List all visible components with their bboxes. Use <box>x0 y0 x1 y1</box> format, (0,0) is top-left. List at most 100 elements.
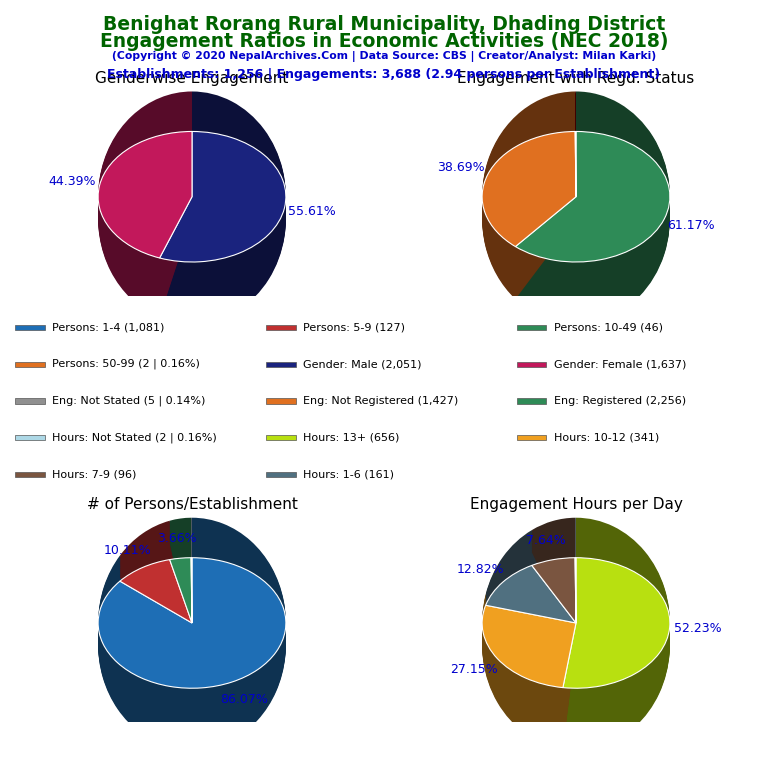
Wedge shape <box>120 531 192 634</box>
Wedge shape <box>515 102 670 313</box>
Wedge shape <box>98 100 192 303</box>
Wedge shape <box>170 518 192 623</box>
Wedge shape <box>575 520 576 625</box>
Wedge shape <box>120 525 192 627</box>
Wedge shape <box>191 529 192 634</box>
Wedge shape <box>575 521 576 627</box>
Wedge shape <box>575 98 576 203</box>
Text: Gender: Male (2,051): Gender: Male (2,051) <box>303 359 422 369</box>
Wedge shape <box>191 558 192 623</box>
Wedge shape <box>482 617 576 750</box>
Wedge shape <box>191 535 192 641</box>
Wedge shape <box>98 531 286 741</box>
Wedge shape <box>160 131 286 262</box>
Wedge shape <box>98 519 286 730</box>
Wedge shape <box>160 94 286 304</box>
Wedge shape <box>563 531 670 742</box>
Wedge shape <box>98 111 192 315</box>
Wedge shape <box>191 534 192 639</box>
Wedge shape <box>531 535 576 641</box>
Wedge shape <box>191 521 192 627</box>
Wedge shape <box>98 534 286 744</box>
Wedge shape <box>191 520 192 625</box>
Wedge shape <box>482 108 576 293</box>
Wedge shape <box>563 531 670 741</box>
Wedge shape <box>485 537 576 630</box>
Bar <box>517 325 547 330</box>
Wedge shape <box>485 541 576 634</box>
Wedge shape <box>160 109 286 319</box>
Title: Genderwise Engagement: Genderwise Engagement <box>95 71 289 86</box>
Wedge shape <box>120 539 192 641</box>
Wedge shape <box>160 100 286 310</box>
Wedge shape <box>482 613 576 746</box>
Wedge shape <box>98 96 192 300</box>
Wedge shape <box>485 550 576 643</box>
Wedge shape <box>170 529 192 634</box>
Wedge shape <box>98 518 286 728</box>
Wedge shape <box>482 111 576 296</box>
Wedge shape <box>575 96 576 201</box>
Wedge shape <box>563 540 670 750</box>
Bar <box>15 362 45 367</box>
Wedge shape <box>120 528 192 630</box>
Wedge shape <box>575 558 576 623</box>
Wedge shape <box>98 101 192 305</box>
Text: Benighat Rorang Rural Municipality, Dhading District: Benighat Rorang Rural Municipality, Dhad… <box>103 15 665 35</box>
Wedge shape <box>191 526 192 631</box>
Wedge shape <box>575 105 576 210</box>
Wedge shape <box>98 524 286 734</box>
Wedge shape <box>531 522 576 627</box>
Wedge shape <box>160 111 286 322</box>
Wedge shape <box>98 527 286 737</box>
Wedge shape <box>191 531 192 637</box>
Wedge shape <box>482 601 576 734</box>
Wedge shape <box>485 538 576 631</box>
Wedge shape <box>191 540 192 645</box>
Bar <box>266 399 296 404</box>
Wedge shape <box>482 610 576 742</box>
Wedge shape <box>160 112 286 323</box>
Wedge shape <box>191 522 192 627</box>
Wedge shape <box>120 525 192 627</box>
Wedge shape <box>191 531 192 636</box>
Text: Hours: 1-6 (161): Hours: 1-6 (161) <box>303 470 394 480</box>
Wedge shape <box>160 103 286 313</box>
Wedge shape <box>485 548 576 641</box>
Wedge shape <box>531 538 576 643</box>
Wedge shape <box>515 110 670 320</box>
Text: Persons: 50-99 (2 | 0.16%): Persons: 50-99 (2 | 0.16%) <box>52 359 200 369</box>
Wedge shape <box>485 546 576 639</box>
Wedge shape <box>563 521 670 732</box>
Wedge shape <box>515 114 670 324</box>
Wedge shape <box>98 529 286 740</box>
Wedge shape <box>575 95 576 200</box>
Wedge shape <box>531 536 576 641</box>
Wedge shape <box>98 103 192 307</box>
Wedge shape <box>482 98 576 283</box>
Wedge shape <box>485 535 576 627</box>
Wedge shape <box>482 110 576 296</box>
Wedge shape <box>482 612 576 744</box>
Wedge shape <box>170 524 192 629</box>
Wedge shape <box>515 104 670 315</box>
Wedge shape <box>575 531 576 636</box>
Wedge shape <box>170 519 192 624</box>
Wedge shape <box>563 528 670 739</box>
Wedge shape <box>482 597 576 730</box>
Wedge shape <box>482 594 576 727</box>
Text: Eng: Not Registered (1,427): Eng: Not Registered (1,427) <box>303 396 458 406</box>
Wedge shape <box>515 100 670 310</box>
Wedge shape <box>575 527 576 632</box>
Wedge shape <box>160 91 286 302</box>
Wedge shape <box>485 544 576 637</box>
Text: 38.69%: 38.69% <box>438 161 485 174</box>
Wedge shape <box>120 530 192 632</box>
Wedge shape <box>170 540 192 645</box>
Wedge shape <box>531 538 576 644</box>
Wedge shape <box>482 105 576 291</box>
Wedge shape <box>482 109 576 294</box>
Wedge shape <box>120 527 192 629</box>
Text: Establishments: 1,256 | Engagements: 3,688 (2.94 persons per Establishment): Establishments: 1,256 | Engagements: 3,6… <box>108 68 660 81</box>
Wedge shape <box>120 536 192 638</box>
